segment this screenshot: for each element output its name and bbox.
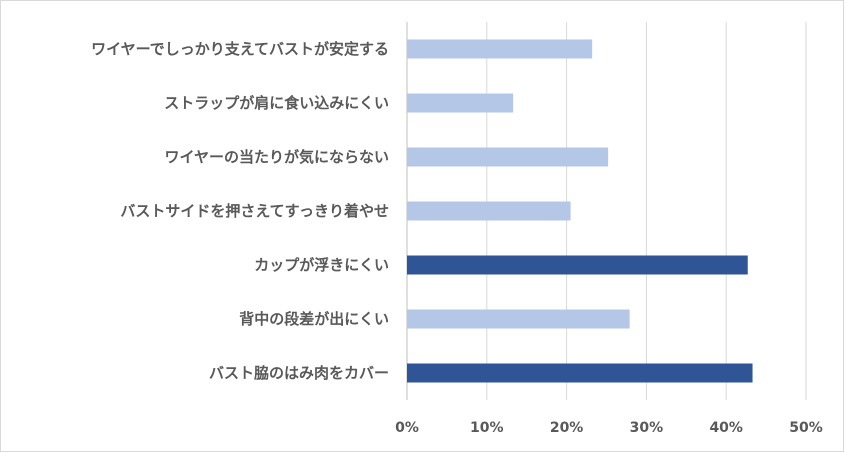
- gridlines: [406, 22, 807, 400]
- bar: [407, 201, 571, 221]
- x-tick-label: 40%: [709, 420, 743, 436]
- bar: [407, 363, 753, 383]
- category-label: ストラップが肩に食い込みにくい: [164, 94, 389, 112]
- category-labels: ワイヤーでしっかり支えてバストが安定するストラップが肩に食い込みにくいワイヤーの…: [91, 40, 389, 382]
- x-tick-label: 20%: [550, 420, 584, 436]
- x-tick-label: 0%: [395, 420, 419, 436]
- category-label: バスト脇のはみ肉をカバー: [209, 364, 389, 382]
- category-label: 背中の段差が出にくい: [239, 310, 389, 328]
- x-tick-label: 10%: [470, 420, 504, 436]
- bar: [407, 309, 630, 329]
- bar: [407, 255, 748, 275]
- category-label: ワイヤーの当たりが気にならない: [164, 148, 389, 166]
- category-label: ワイヤーでしっかり支えてバストが安定する: [91, 40, 389, 58]
- category-label: バストサイドを押さえてすっきり着やせ: [120, 202, 389, 220]
- bar: [407, 39, 593, 59]
- bar: [407, 93, 514, 113]
- category-label: カップが浮きにくい: [254, 256, 389, 274]
- x-tick-label: 50%: [789, 420, 823, 436]
- bars: [407, 39, 753, 383]
- x-axis-tick-labels: 0% 10% 20% 30% 40% 50%: [395, 420, 823, 436]
- x-tick-label: 30%: [630, 420, 664, 436]
- bar: [407, 147, 609, 167]
